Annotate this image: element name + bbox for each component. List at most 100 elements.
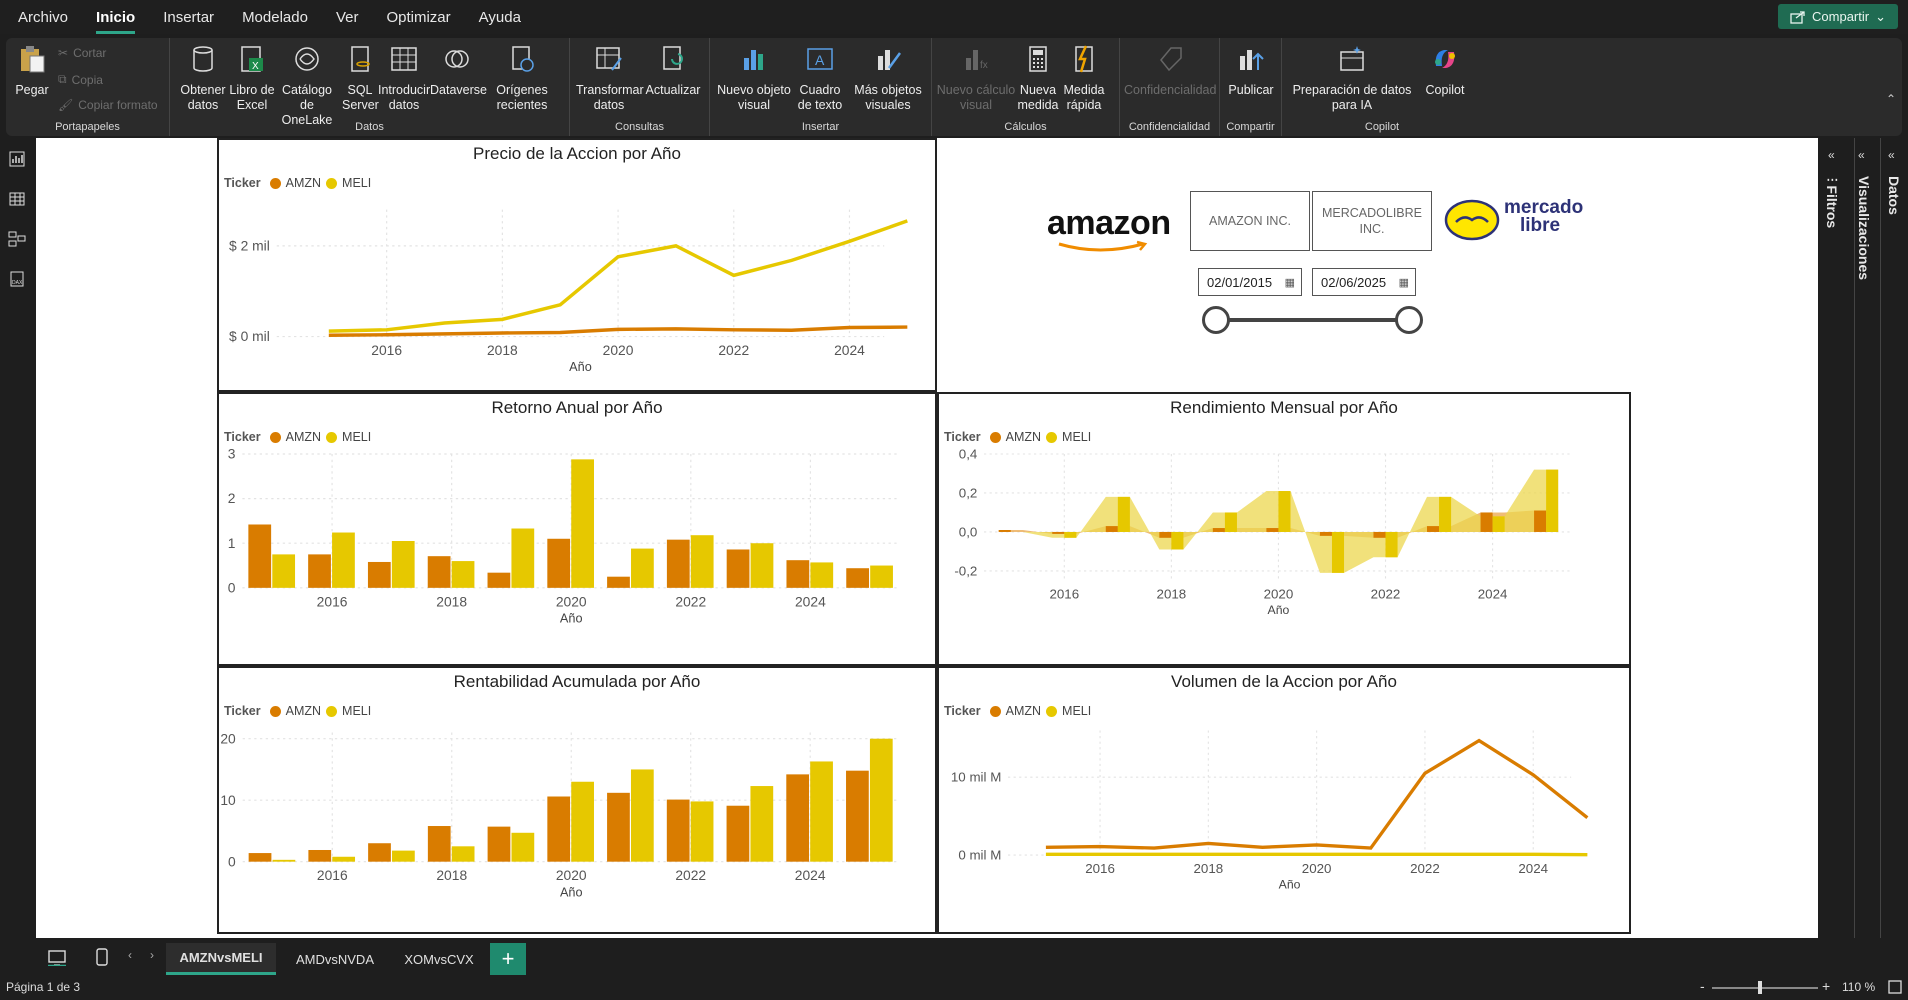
chart-legend: Ticker AMZN MELI bbox=[224, 176, 372, 190]
new-visual-button[interactable]: Nuevo objeto visual bbox=[716, 44, 792, 113]
date-slider-end-handle[interactable] bbox=[1395, 306, 1423, 334]
meli-name-box[interactable]: MERCADOLIBRE INC. bbox=[1312, 191, 1432, 251]
collapse-ribbon-icon[interactable]: ⌃ bbox=[1885, 92, 1896, 106]
page-tab-amznvsmeli[interactable]: AMZNvsMELI bbox=[166, 943, 276, 975]
date-slider-track[interactable] bbox=[1214, 318, 1408, 322]
onelake-button[interactable]: Catálogo de OneLake bbox=[274, 44, 340, 128]
date-end-input[interactable]: 02/06/2025 ▦ bbox=[1312, 268, 1416, 296]
new-visual-calc-button[interactable]: fx Nuevo cálculo visual bbox=[936, 44, 1016, 113]
add-page-button[interactable]: + bbox=[490, 943, 526, 975]
y-tick-label: 0,2 bbox=[959, 485, 978, 500]
desktop-layout-icon[interactable] bbox=[48, 950, 66, 966]
ribbon-group-queries: Transformar datos Actualizar Consultas bbox=[570, 38, 710, 136]
copy-icon: ⧉ bbox=[58, 72, 67, 86]
menu-ver[interactable]: Ver bbox=[335, 8, 359, 26]
bar-chart-icon bbox=[744, 50, 763, 70]
sql-server-button[interactable]: SQL Server bbox=[342, 44, 379, 113]
next-page-icon[interactable]: › bbox=[150, 948, 154, 962]
get-data-button[interactable]: Obtener datos bbox=[178, 44, 228, 113]
x-axis-label: Año bbox=[1279, 877, 1301, 891]
price-chart[interactable]: Precio de la Accion por Año Ticker AMZN ME… bbox=[217, 138, 937, 392]
bar-amzn bbox=[726, 549, 750, 588]
x-tick-label: 2024 bbox=[795, 867, 826, 883]
copy-button[interactable]: ⧉ Copia bbox=[58, 72, 103, 87]
x-axis-label: Año bbox=[569, 360, 592, 374]
bar-amzn bbox=[666, 799, 690, 862]
refresh-button[interactable]: Actualizar bbox=[644, 44, 702, 98]
menu-ayuda[interactable]: Ayuda bbox=[478, 8, 521, 26]
sensitivity-button[interactable]: Confidencialidad bbox=[1124, 44, 1216, 98]
more-visuals-button[interactable]: Más objetos visuales bbox=[850, 44, 926, 113]
svg-text:DAX: DAX bbox=[12, 280, 23, 286]
monthly-return-chart[interactable]: Rendimiento Mensual por Año Ticker AMZN ME… bbox=[937, 392, 1631, 666]
zoom-in-button[interactable]: + bbox=[1822, 978, 1831, 994]
paste-button[interactable]: Pegar bbox=[10, 44, 54, 98]
textbox-button[interactable]: A Cuadro de texto bbox=[792, 44, 848, 113]
collapse-data-icon[interactable]: « bbox=[1888, 148, 1895, 162]
report-view-icon[interactable] bbox=[8, 150, 26, 168]
volume-plot: 0 mil M 10 mil M 2016 2018 2020 2022 2024 Año bbox=[951, 730, 1589, 891]
format-painter-button[interactable]: 🖌 Copiar formato bbox=[58, 98, 158, 112]
dataverse-button[interactable]: Dataverse bbox=[430, 44, 487, 98]
publish-icon bbox=[1240, 50, 1264, 70]
recent-sources-button[interactable]: Orígenes recientes bbox=[488, 44, 556, 113]
bar-meli bbox=[690, 801, 714, 862]
transform-data-button[interactable]: Transformar datos bbox=[576, 44, 644, 113]
monthly-return-plot: -0,2 0,0 0,2 0,4 2016 2018 2020 2022 2024 Año bbox=[954, 446, 1573, 617]
share-button[interactable]: Compartir ⌄ bbox=[1778, 4, 1898, 29]
menu-optimizar[interactable]: Optimizar bbox=[386, 8, 451, 26]
ai-data-prep-button[interactable]: Preparación de datos para IA bbox=[1290, 44, 1414, 113]
bar-meli bbox=[630, 769, 654, 862]
model-view-icon[interactable] bbox=[8, 230, 26, 248]
meli-logo: mercado libre bbox=[1444, 198, 1594, 242]
x-tick-label: 2024 bbox=[1518, 861, 1548, 876]
svg-text:X: X bbox=[252, 61, 259, 72]
zoom-slider[interactable] bbox=[1712, 987, 1818, 989]
svg-text:A: A bbox=[815, 52, 825, 68]
copilot-button[interactable]: Copilot bbox=[1416, 44, 1474, 98]
menu-inicio[interactable]: Inicio bbox=[96, 8, 136, 34]
bar-meli bbox=[571, 781, 594, 862]
cumulative-return-chart[interactable]: Rentabilidad Acumulada por Año Ticker AMZ… bbox=[217, 666, 937, 934]
page-tab-amdvsnvda[interactable]: AMDvsNVDA bbox=[295, 951, 374, 967]
collapse-filters-icon[interactable]: « bbox=[1828, 148, 1835, 162]
prev-page-icon[interactable]: ‹ bbox=[128, 948, 132, 962]
excel-button[interactable]: X Libro de Excel bbox=[228, 44, 276, 113]
bar-meli bbox=[1439, 496, 1452, 532]
bar-amzn bbox=[308, 554, 331, 588]
data-pane-tab[interactable]: Datos bbox=[1886, 176, 1902, 215]
page-tab-xomvscvx[interactable]: XOMvsCVX bbox=[404, 951, 474, 967]
bar-amzn bbox=[846, 568, 870, 588]
publish-button[interactable]: Publicar bbox=[1224, 44, 1278, 98]
amazon-name-box[interactable]: AMAZON INC. bbox=[1190, 191, 1310, 251]
bar-meli bbox=[272, 859, 296, 862]
date-slider-start-handle[interactable] bbox=[1202, 306, 1230, 334]
y-tick-label: 20 bbox=[220, 730, 236, 746]
enter-data-button[interactable]: Introducir datos bbox=[378, 44, 430, 113]
bar-meli bbox=[1064, 531, 1077, 538]
zoom-out-button[interactable]: - bbox=[1700, 978, 1705, 994]
collapse-visualizations-icon[interactable]: « bbox=[1858, 148, 1865, 162]
new-measure-button[interactable]: Nueva medida bbox=[1016, 44, 1060, 113]
menu-insertar[interactable]: Insertar bbox=[163, 8, 215, 26]
table-view-icon[interactable] bbox=[8, 190, 26, 208]
fit-page-icon[interactable] bbox=[1888, 980, 1902, 994]
visualizations-pane-tab[interactable]: Visualizaciones bbox=[1856, 176, 1872, 281]
cut-button[interactable]: ✂ Cortar bbox=[58, 46, 107, 60]
quick-measure-button[interactable]: Medida rápida bbox=[1060, 44, 1108, 113]
volume-chart[interactable]: Volumen de la Accion por Año Ticker AMZN M… bbox=[937, 666, 1631, 934]
menu-modelado[interactable]: Modelado bbox=[242, 8, 308, 26]
filters-pane-tab[interactable]: ⫶ Filtros bbox=[1824, 178, 1840, 229]
annual-return-chart[interactable]: Retorno Anual por Año Ticker AMZN MELI 0 1 2… bbox=[217, 392, 937, 666]
zoom-slider-handle[interactable] bbox=[1758, 981, 1762, 994]
dax-view-icon[interactable]: DAX bbox=[8, 270, 26, 288]
filter-icon: ⫶ bbox=[1824, 178, 1840, 182]
bar-amzn bbox=[1534, 510, 1547, 532]
menu-archivo[interactable]: Archivo bbox=[18, 8, 69, 26]
y-tick-label: 0,4 bbox=[959, 446, 978, 461]
bar-amzn bbox=[427, 556, 451, 588]
bar-amzn bbox=[786, 774, 810, 862]
date-start-input[interactable]: 02/01/2015 ▦ bbox=[1198, 268, 1302, 296]
x-axis-label: Año bbox=[1268, 603, 1290, 617]
mobile-layout-icon[interactable] bbox=[96, 948, 108, 966]
